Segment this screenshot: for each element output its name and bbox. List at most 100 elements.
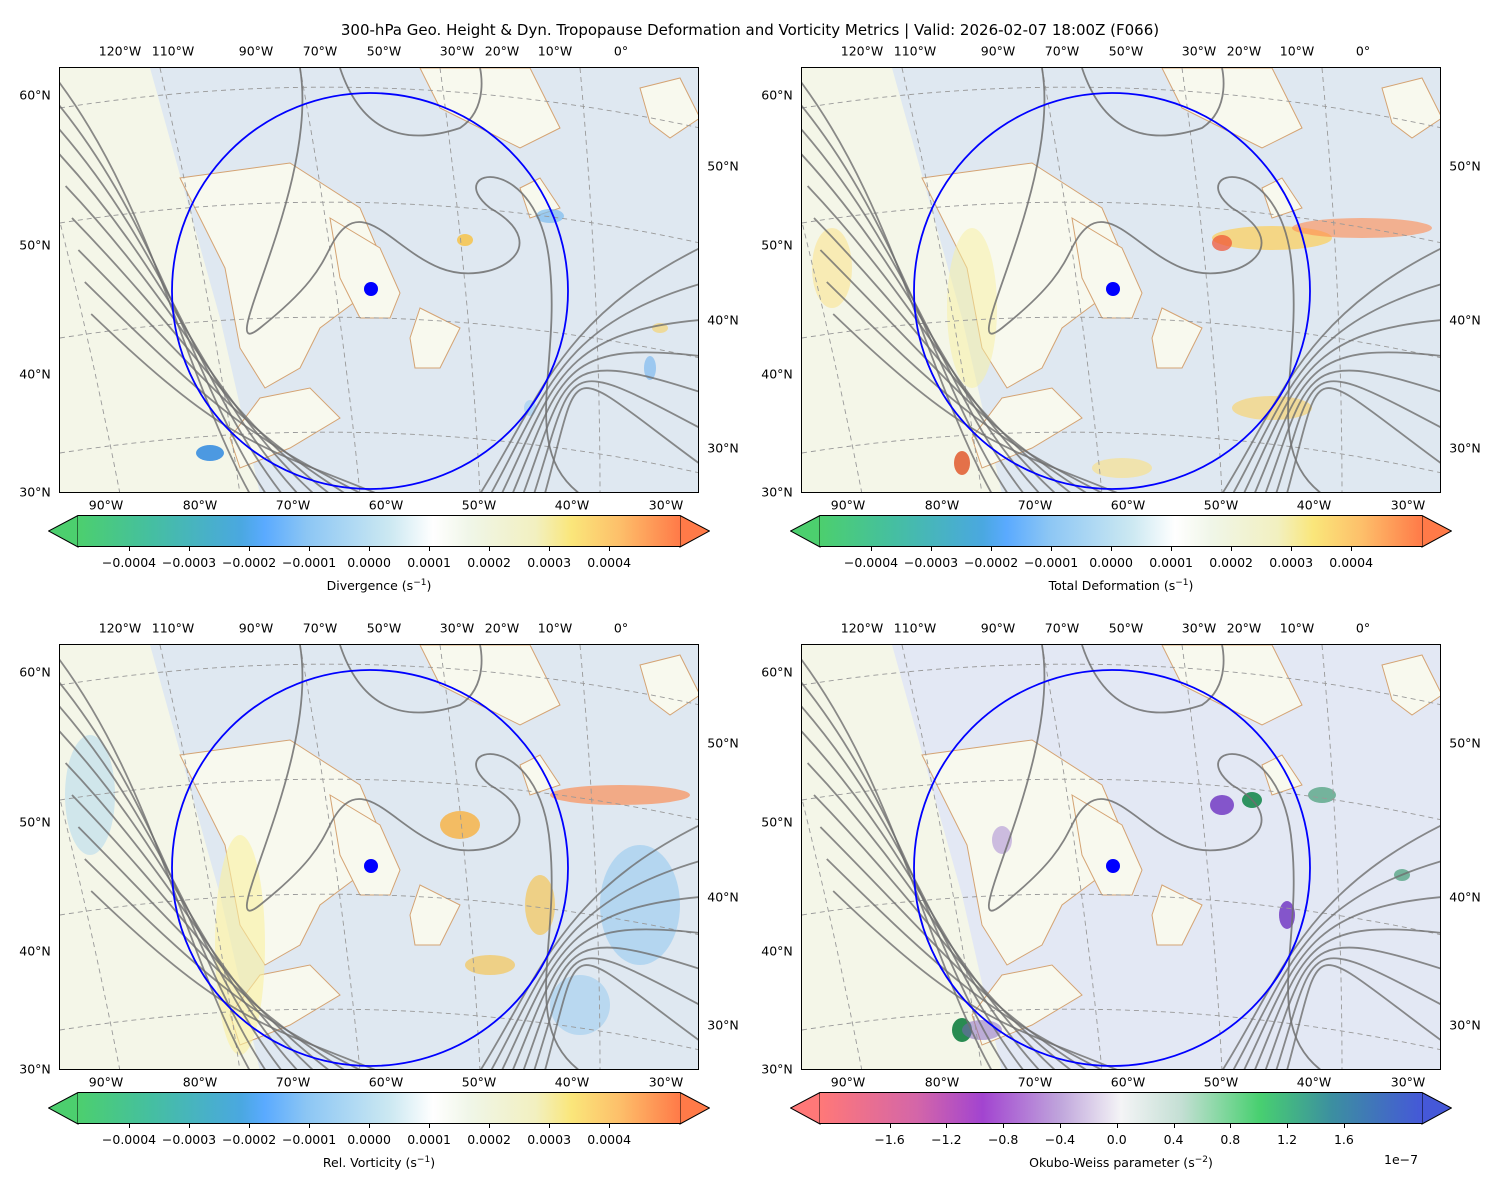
colorbar-label-suffix: ) [1188, 578, 1194, 594]
height-contour [84, 281, 361, 492]
colorbar-tick-label: 0.0003 [527, 555, 572, 570]
parallel-line [60, 431, 698, 474]
top-lon-label: 120°W [98, 43, 142, 59]
height-contour [522, 946, 698, 1069]
height-contour [1286, 964, 1440, 1069]
top-lon-label: 20°W [484, 620, 520, 636]
top-lon-label: 30°W [439, 43, 475, 59]
colorbar-tick [369, 547, 371, 551]
height-contour [90, 313, 376, 492]
colorbar-tick-label: 0.0003 [527, 1132, 572, 1147]
colorbar-tick [1351, 547, 1353, 551]
parallel-line [60, 201, 698, 244]
top-lon-label: 70°W [302, 620, 338, 636]
colorbar-label-text: Total Deformation (s [1048, 578, 1176, 594]
land-coastline [639, 654, 698, 716]
height-contour [1232, 860, 1440, 1069]
land-coastline [1161, 645, 1303, 726]
colorbar-tick [1231, 547, 1233, 551]
land-coastline [1161, 68, 1303, 149]
left-lat-label: 50°N [761, 814, 793, 830]
colorbar-tick [189, 1124, 191, 1128]
colorbar-okubo-weiss: −1.6 −1.2 −0.8 −0.4 0.0 0.4 0.8 1.2 1.6 Okubo-Wei… [790, 1092, 1452, 1170]
height-contour [501, 319, 698, 492]
colorbar-tick-label: −0.0003 [903, 555, 959, 570]
height-contour [533, 380, 698, 492]
map-okubo-weiss[interactable] [801, 644, 1441, 1070]
top-lon-label: 70°W [302, 43, 338, 59]
bottom-lon-label: 70°W [1017, 1074, 1053, 1090]
height-contour [806, 762, 1056, 1069]
right-lat-label: 30°N [707, 440, 739, 456]
parallel-line [802, 778, 1440, 821]
map-vorticity[interactable] [59, 644, 699, 1070]
left-lat-label: 40°N [761, 366, 793, 382]
colorbar-label-text: Okubo-Weiss parameter (s [1029, 1155, 1195, 1171]
center-point-marker [364, 282, 378, 296]
left-lat-label: 50°N [19, 814, 51, 830]
height-contour [480, 825, 698, 1069]
top-lon-label: 0° [1355, 620, 1371, 636]
height-contour-trough [245, 68, 580, 492]
meridian-line [439, 68, 481, 492]
bottom-lon-label: 90°W [88, 497, 124, 513]
height-contour [1264, 946, 1440, 1069]
colorbar-tick [609, 1124, 611, 1128]
field-patch [812, 228, 852, 308]
right-lat-label: 50°N [1449, 158, 1481, 174]
colorbar-vorticity: −0.0004 −0.0003 −0.0002 −0.0001 0.0000 0.0001… [48, 1092, 710, 1170]
bottom-lon-label: 40°W [1296, 497, 1332, 513]
height-contour [813, 794, 1071, 1069]
field-patch [954, 451, 970, 475]
land-coastline [419, 645, 561, 726]
colorbar-tick [429, 1124, 431, 1128]
bottom-lon-label: 40°W [554, 1074, 590, 1090]
land-coastline [1071, 794, 1143, 896]
field-patch [457, 234, 473, 246]
colorbar-tick-label: 0.0004 [587, 1132, 632, 1147]
height-contour [84, 858, 361, 1069]
colorbar-tick [369, 1124, 371, 1128]
land-coastline [971, 964, 1083, 1046]
map-deformation[interactable] [801, 67, 1441, 493]
colorbar-tick-label: 0.0000 [347, 555, 391, 570]
height-contour [1232, 283, 1440, 492]
colorbar-tick-label: 0.0002 [467, 555, 511, 570]
bottom-lon-label: 90°W [88, 1074, 124, 1090]
height-contour [490, 860, 698, 1069]
colorbar-gradient [78, 1092, 680, 1124]
right-lat-label: 30°N [1449, 1017, 1481, 1033]
meridian-line [1041, 645, 1103, 1069]
top-lon-label: 110°W [893, 620, 937, 636]
height-contour [501, 896, 698, 1069]
bottom-lon-label: 70°W [1017, 497, 1053, 513]
top-lon-label: 0° [613, 43, 629, 59]
land-coastline [971, 387, 1083, 469]
colorbar-tick-label: 0.0001 [407, 555, 451, 570]
land-coastline [329, 794, 401, 896]
land-coastline [179, 162, 391, 389]
bottom-lon-label: 50°W [1203, 1074, 1239, 1090]
bottom-lon-label: 60°W [1110, 1074, 1146, 1090]
map-canvas [802, 645, 1440, 1069]
height-contour [512, 351, 698, 492]
colorbar-label-text: Rel. Vorticity (s [322, 1155, 417, 1171]
colorbar-min-extend [790, 1092, 821, 1125]
field-patch [947, 228, 997, 388]
center-point-marker [1106, 282, 1120, 296]
bottom-lon-label: 80°W [924, 497, 960, 513]
colorbar-tick [549, 547, 551, 551]
height-contour [480, 248, 698, 492]
top-lon-label: 50°W [366, 43, 402, 59]
right-lat-label: 50°N [707, 158, 739, 174]
height-contour [1286, 387, 1440, 492]
left-lat-label: 60°N [19, 87, 51, 103]
meridian-line [299, 645, 361, 1069]
colorbar-multiplier: 1e−7 [1384, 1152, 1419, 1167]
top-lon-label: 10°W [537, 43, 573, 59]
map-divergence[interactable] [59, 67, 699, 493]
land-coastline [921, 739, 1133, 966]
colorbar-tick-label: 0.0000 [347, 1132, 391, 1147]
map-canvas [60, 645, 698, 1069]
top-lon-label: 30°W [1181, 620, 1217, 636]
